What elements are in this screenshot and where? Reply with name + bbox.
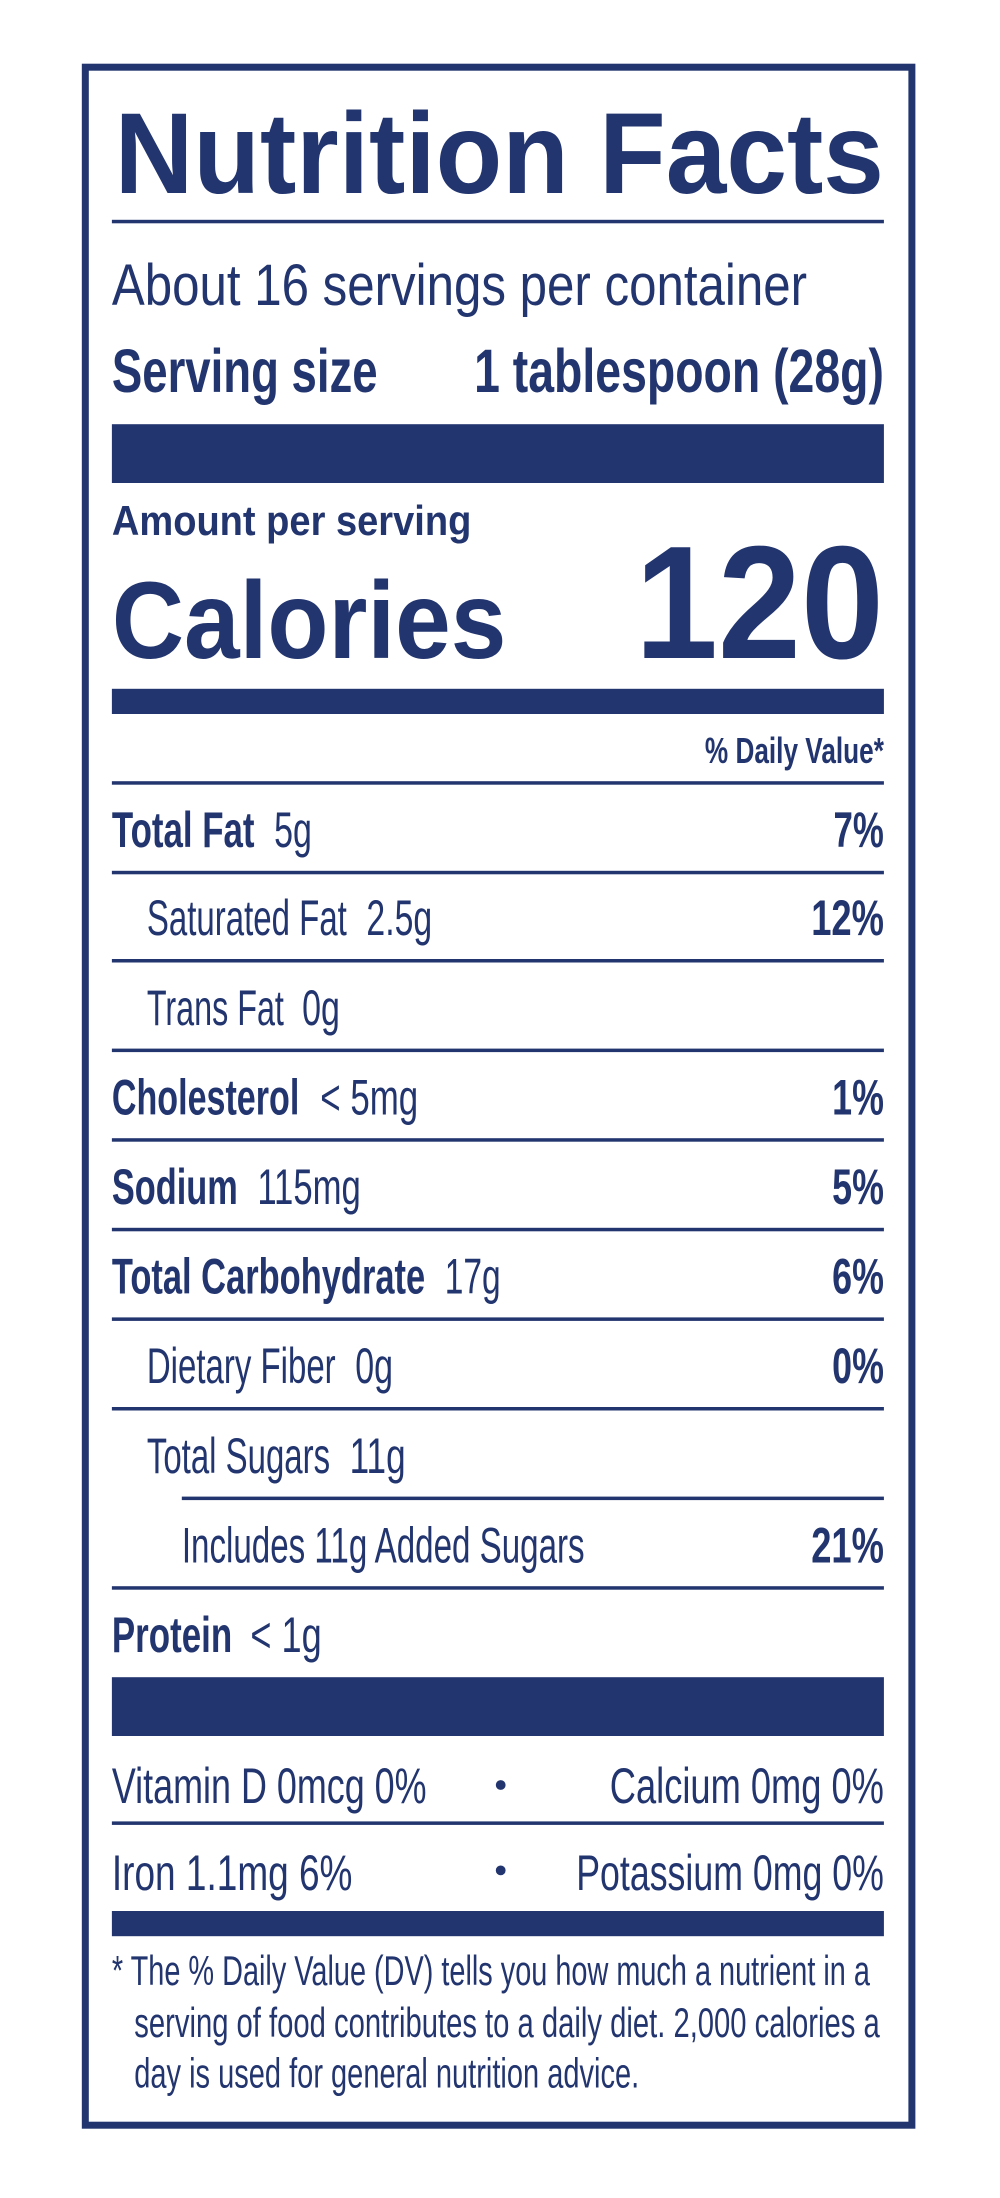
nutrient-dv: 21% xyxy=(811,1516,884,1573)
thick-bar xyxy=(111,688,884,714)
nutrient-dv: 6% xyxy=(832,1248,884,1305)
calories-value: 120 xyxy=(635,513,884,693)
bullet xyxy=(495,1780,506,1790)
nutrient-amount: 0g xyxy=(302,979,340,1036)
nutrient-name: Protein xyxy=(112,1606,232,1663)
nutrient-dv: 5% xyxy=(832,1158,884,1215)
thick-bar xyxy=(111,424,884,483)
nutrient-dv: 12% xyxy=(811,889,884,946)
footnote-line: day is used for general nutrition advice… xyxy=(134,2049,639,2096)
nutrient-name: Sodium xyxy=(112,1158,238,1215)
divider xyxy=(111,781,884,785)
nutrient-dv: 1% xyxy=(832,1068,884,1125)
divider xyxy=(111,1227,884,1232)
nutrient-name: Total Carbohydrate xyxy=(112,1248,425,1305)
nutrient-dv: 7% xyxy=(834,801,884,858)
nutrient-amount: 17g xyxy=(445,1248,501,1305)
servings: About 16 servings per container xyxy=(112,253,807,318)
nutrient-name: Dietary Fiber xyxy=(147,1337,336,1394)
divider xyxy=(111,870,884,875)
dv-header: % Daily Value* xyxy=(705,730,885,771)
nutrient-amount: 2.5g xyxy=(366,889,432,946)
nutrient-dv: 0% xyxy=(832,1337,884,1394)
calories-label: Calories xyxy=(112,560,506,682)
nutrient-amount: 11g xyxy=(350,1427,406,1484)
nutrient-amount: < 1g xyxy=(250,1606,321,1663)
nutrient-name: Cholesterol xyxy=(112,1068,299,1125)
footnote-line: serving of food contributes to a daily d… xyxy=(134,1999,880,2046)
divider xyxy=(111,1586,884,1590)
nutrient-name: Total Sugars xyxy=(147,1427,330,1484)
thick-bar xyxy=(111,1677,884,1736)
serving-size-value: 1 tablespoon (28g) xyxy=(474,337,884,406)
serving-size-label: Serving size xyxy=(112,337,378,406)
divider xyxy=(111,959,884,963)
nutrient-amount: 115mg xyxy=(257,1158,360,1215)
vitamin-left: Vitamin D 0mcg 0% xyxy=(112,1757,427,1814)
divider xyxy=(111,1048,884,1053)
nutrient-amount: 0g xyxy=(355,1337,393,1394)
divider xyxy=(111,1821,884,1825)
vitamin-left: Iron 1.1mg 6% xyxy=(112,1844,353,1901)
vitamin-right: Potassium 0mg 0% xyxy=(576,1844,884,1901)
label-border xyxy=(81,63,916,2129)
nutrient-name: Total Fat xyxy=(112,801,255,858)
nutrient-name: Includes 11g Added Sugars xyxy=(182,1516,585,1573)
bullet xyxy=(495,1865,506,1876)
divider xyxy=(111,1407,884,1411)
vitamin-right: Calcium 0mg 0% xyxy=(610,1757,884,1814)
thick-bar xyxy=(111,1911,884,1937)
title: Nutrition Facts xyxy=(115,90,884,218)
divider xyxy=(181,1496,884,1501)
nutrient-name: Saturated Fat xyxy=(147,889,347,946)
amount-per-serving: Amount per serving xyxy=(112,497,471,544)
divider xyxy=(111,219,884,224)
nutrient-name: Trans Fat xyxy=(147,979,284,1036)
nutrient-amount: < 5mg xyxy=(320,1068,418,1125)
nutrient-amount: 5g xyxy=(274,801,312,858)
footnote-line: * The % Daily Value (DV) tells you how m… xyxy=(112,1947,870,1994)
divider xyxy=(111,1317,884,1321)
divider xyxy=(111,1138,884,1142)
